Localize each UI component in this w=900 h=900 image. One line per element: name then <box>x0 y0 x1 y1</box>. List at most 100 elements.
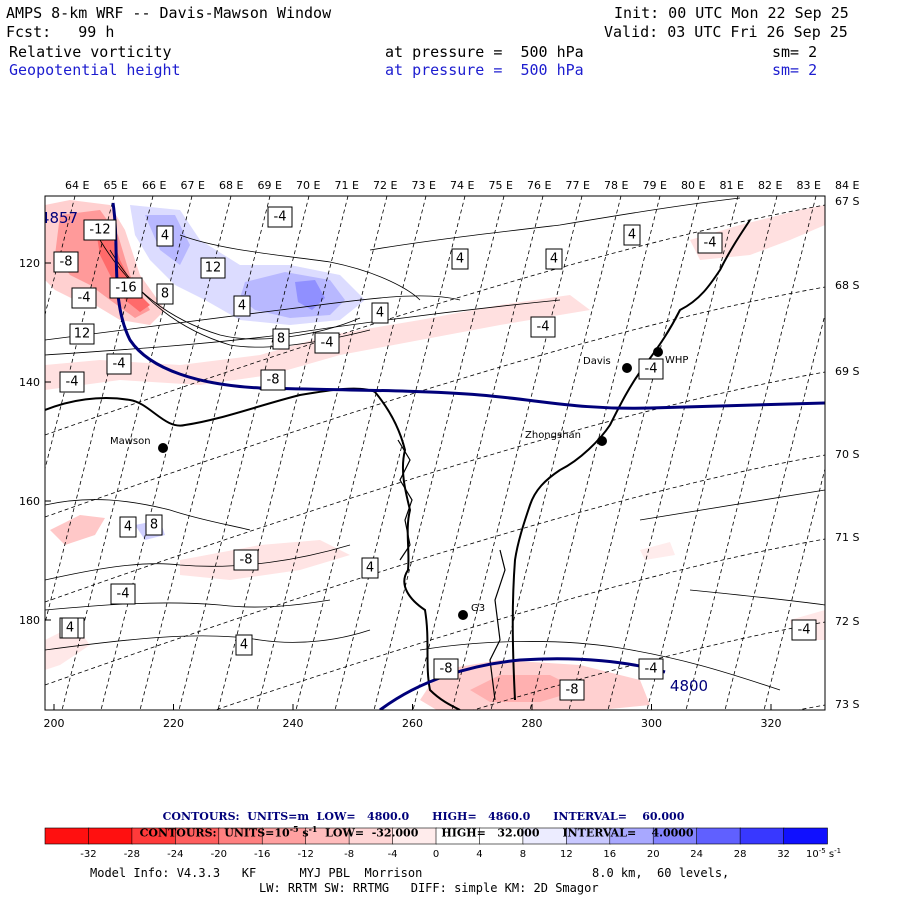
top-longitude-label: 64 E <box>65 179 89 192</box>
vorticity-label-box <box>235 634 253 656</box>
station-label: Zhongshan <box>525 430 581 441</box>
legend-scale-value: -16 <box>254 849 270 860</box>
top-longitude-label: 82 E <box>758 179 782 192</box>
bottom-grid-label: 300 <box>641 717 662 730</box>
vorticity-label-box <box>156 283 174 305</box>
vorticity-contour <box>419 641 781 691</box>
top-longitude-label: 73 E <box>412 179 436 192</box>
top-longitude-label: 76 E <box>527 179 551 192</box>
right-latitude-label: 71 S <box>835 531 859 544</box>
vorticity-label-box <box>145 514 163 536</box>
model-info-line1a: Model Info: V4.3.3 KF MYJ PBL Morrison <box>90 866 423 880</box>
legend-scale-value: -32 <box>80 849 96 860</box>
top-longitude-label: 84 E <box>835 179 859 192</box>
vorticity-contour <box>45 499 251 531</box>
meridian-line <box>724 312 825 710</box>
parallel-line <box>45 204 825 436</box>
legend-unit-base: 10 <box>806 849 819 860</box>
vorticity-label-box <box>200 257 226 279</box>
meridian-line <box>568 196 700 710</box>
meridian-line <box>100 196 232 710</box>
top-longitude-label: 66 E <box>142 179 166 192</box>
meridian-line <box>373 196 505 710</box>
left-grid-label: 140 <box>19 376 40 389</box>
bottom-grid-label: 220 <box>163 717 184 730</box>
contour2-exp: -5 <box>289 824 299 834</box>
top-longitude-label: 74 E <box>450 179 474 192</box>
right-latitude-label: 72 S <box>835 615 859 628</box>
legend-scale-value: -24 <box>167 849 183 860</box>
vorticity-label: -8 <box>267 373 280 388</box>
top-longitude-label: 75 E <box>489 179 513 192</box>
contour1-info: CONTOURS: UNITS=m LOW= 4800.0 HIGH= 4860… <box>155 797 685 823</box>
vorticity-label-box <box>433 658 459 680</box>
vorticity-label-box <box>110 583 136 605</box>
field2-level: at pressure = 500 hPa <box>385 61 584 79</box>
legend-scale-value: 8 <box>520 849 526 860</box>
vorticity-label-box <box>233 295 251 317</box>
vorticity-label-box <box>53 251 79 273</box>
model-info-line2: LW: RRTM SW: RRTMG DIFF: simple KM: 2D S… <box>259 881 599 895</box>
top-longitude-label: 80 E <box>681 179 705 192</box>
right-latitude-label: 67 S <box>835 195 859 208</box>
legend-scale-value: -4 <box>388 849 398 860</box>
legend-scale-value: 0 <box>433 849 439 860</box>
vorticity-label-box <box>71 287 97 309</box>
vorticity-label-box <box>559 679 585 701</box>
station-label: Mawson <box>110 436 151 447</box>
vorticity-label: -16 <box>115 281 136 296</box>
plot-background <box>45 196 825 710</box>
field1-name: Relative vorticity <box>9 43 172 61</box>
vorticity-contour <box>45 599 331 611</box>
vorticity-label-box <box>233 549 259 571</box>
vorticity-contour <box>179 234 421 301</box>
vorticity-label-box <box>61 617 79 639</box>
stations: Mawson Davis WHP Zhongshan G3 <box>110 347 688 620</box>
contour2-high: HIGH= 32.000 <box>441 826 540 840</box>
height-label: 4800 <box>670 677 708 695</box>
height-label: 4857 <box>40 209 78 227</box>
contour1-interval: INTERVAL= 60.000 <box>553 810 685 823</box>
vorticity-label: -4 <box>798 623 811 638</box>
bottom-grid-label: 260 <box>402 717 423 730</box>
vorticity-label: -4 <box>537 320 550 335</box>
field1-smooth: sm= 2 <box>772 43 818 61</box>
vorticity-label-box <box>109 277 143 299</box>
vorticity-contour <box>369 197 741 251</box>
vorticity-label: -4 <box>321 336 334 351</box>
left-grid-label: 180 <box>19 614 40 627</box>
vorticity-label-box <box>791 619 817 641</box>
top-longitude-label: 79 E <box>643 179 667 192</box>
contour2-prefix: CONTOURS: UNITS=10 <box>139 826 290 840</box>
height-contour-4800 <box>379 657 666 710</box>
legend-scale-value: 16 <box>603 849 616 860</box>
meridian-line <box>529 196 661 710</box>
legend-scale-value: -8 <box>344 849 354 860</box>
bottom-grid-label: 200 <box>44 717 65 730</box>
vorticity-label: -4 <box>66 375 79 390</box>
top-longitude-label: 72 E <box>373 179 397 192</box>
legend-unit-sexp: -1 <box>834 847 841 855</box>
field1-level: at pressure = 500 hPa <box>385 43 584 61</box>
right-latitude-label: 68 S <box>835 279 859 292</box>
vorticity-contour <box>45 295 461 341</box>
bottom-grid-label: 320 <box>761 717 782 730</box>
forecast-hour: Fcst: 99 h <box>6 23 115 41</box>
legend-color-swatch <box>88 827 133 845</box>
top-longitude-label: 77 E <box>566 179 590 192</box>
vorticity-label-box <box>623 224 641 246</box>
legend-scale-value: 32 <box>777 849 790 860</box>
vorticity-label-box <box>314 332 340 354</box>
coastline <box>45 219 751 710</box>
bottom-grid-label: 280 <box>522 717 543 730</box>
negative-vorticity-sw <box>180 540 350 580</box>
glacier-outline <box>397 439 506 701</box>
vorticity-label: -8 <box>440 662 453 677</box>
legend-unit-exp: -5 <box>819 847 826 855</box>
vorticity-label: 4 <box>366 561 374 576</box>
vorticity-label: 4 <box>240 638 248 653</box>
legend-color-swatch <box>696 827 741 845</box>
negative-vorticity-ne <box>690 205 825 260</box>
vorticity-label: -8 <box>60 255 73 270</box>
vorticity-label: -4 <box>645 362 658 377</box>
